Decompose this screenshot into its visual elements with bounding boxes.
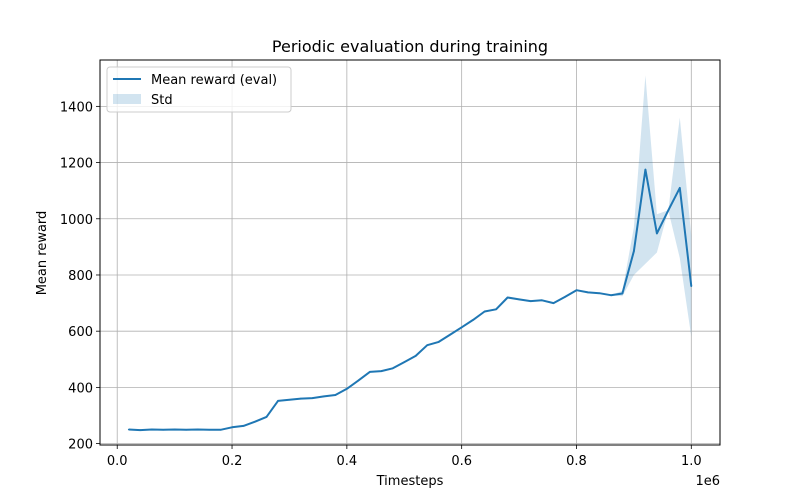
data-point [265, 416, 268, 418]
data-point [173, 428, 176, 431]
data-point [437, 341, 440, 343]
data-point [323, 395, 325, 398]
data-point [644, 168, 647, 171]
x-tick-label: 1.0 [681, 454, 702, 469]
data-point [219, 429, 222, 431]
data-point [690, 285, 693, 288]
data-point [483, 310, 486, 313]
data-point [242, 425, 245, 427]
data-point [369, 371, 371, 373]
data-point [449, 333, 452, 336]
x-tick-label: 0.2 [222, 454, 243, 469]
data-point [541, 299, 543, 302]
y-tick-label: 1400 [60, 100, 93, 115]
data-point [277, 400, 279, 402]
data-point [587, 291, 589, 294]
data-point [254, 420, 256, 423]
y-axis-label: Mean reward [35, 211, 50, 296]
data-point [150, 428, 153, 431]
data-point [300, 397, 302, 400]
x-tick-label: 0.6 [451, 454, 472, 469]
grid [100, 60, 720, 445]
legend: Mean reward (eval) Std [106, 66, 292, 113]
y-tick-label: 800 [68, 269, 93, 284]
data-point [139, 429, 141, 431]
x-axis-label: Timesteps [376, 474, 444, 489]
data-point [196, 428, 199, 431]
data-point [392, 367, 394, 370]
x-tick-label: 0.0 [107, 454, 128, 469]
data-point [679, 187, 681, 189]
data-point [575, 289, 578, 292]
y-tick-label: 400 [68, 381, 93, 396]
data-point [127, 428, 130, 431]
legend-band-swatch [113, 94, 141, 104]
data-point [380, 370, 383, 372]
y-tick-label: 200 [68, 438, 93, 453]
data-point [162, 429, 164, 431]
plot-frame [99, 59, 721, 446]
data-point [495, 308, 497, 311]
chart-title: Periodic evaluation during training [272, 37, 548, 56]
x-offset-text: 1e6 [695, 474, 720, 489]
axis-ticks: 0.0 0.2 0.4 0.6 0.8 1.0 200 400 600 800 1000 1200 14… [60, 100, 702, 469]
data-point [667, 209, 670, 212]
legend-label-std: Std [151, 93, 173, 108]
data-point [633, 250, 635, 252]
x-tick-label: 0.4 [337, 454, 358, 469]
y-tick-label: 600 [68, 325, 93, 340]
data-point [472, 319, 474, 321]
data-point [656, 232, 658, 235]
data-point [426, 344, 429, 347]
data-point [610, 294, 612, 297]
data-point [598, 292, 601, 295]
y-tick-label: 1000 [60, 213, 93, 228]
data-point [311, 397, 314, 399]
data-point [288, 399, 291, 401]
data-point [403, 361, 406, 363]
legend-label-mean: Mean reward (eval) [151, 73, 277, 88]
data-point [231, 426, 233, 429]
data-point [414, 355, 417, 357]
data-point [357, 379, 360, 382]
data-point [506, 296, 509, 299]
data-point [552, 302, 555, 304]
mean-line-layer [127, 168, 693, 432]
data-point [208, 429, 210, 431]
data-point [185, 429, 187, 431]
data-point [621, 292, 624, 295]
mean-reward-line [128, 168, 693, 432]
legend-box [106, 66, 292, 113]
data-point [334, 394, 337, 396]
data-point [564, 296, 566, 298]
y-tick-label: 1200 [60, 157, 93, 172]
data-point [346, 388, 348, 390]
data-point [529, 300, 532, 302]
data-point [518, 298, 520, 301]
data-point [460, 326, 463, 329]
x-tick-label: 0.8 [566, 454, 587, 469]
